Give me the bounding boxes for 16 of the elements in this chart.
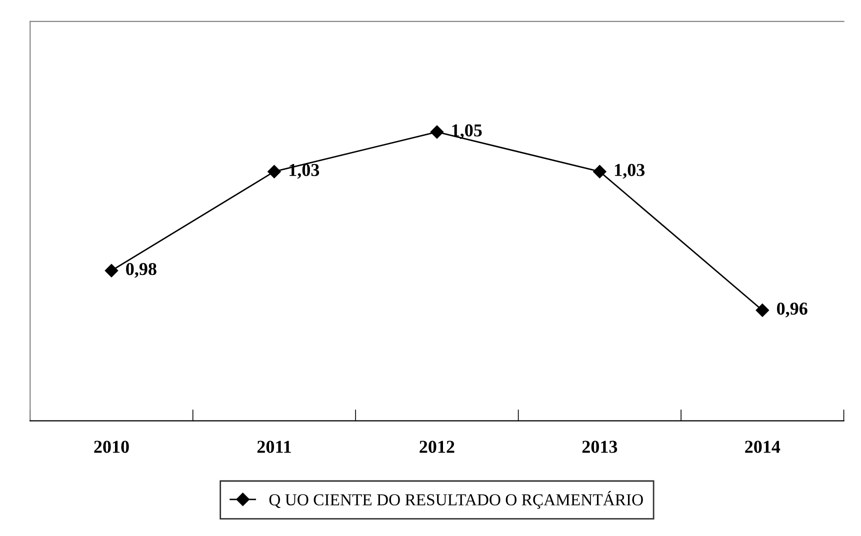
point (104, 264, 118, 278)
legend-label: Q UO CIENTE DO RESULTADO O RÇAMENTÁRIO (269, 491, 643, 509)
point (268, 164, 281, 178)
data-label: 1,05 (452, 124, 482, 140)
x-tick-label: 2014 (745, 440, 780, 453)
point (756, 304, 770, 317)
point (430, 125, 444, 139)
data-label: 0,98 (126, 262, 156, 278)
data-label: 1,03 (615, 164, 645, 179)
data-label: 1,03 (290, 164, 320, 179)
x-tick-label: 2013 (582, 440, 618, 453)
x-tick-label: 2012 (420, 440, 454, 453)
x-tick-label: 2010 (94, 440, 129, 453)
x-tick-label: 2011 (257, 440, 291, 453)
data-label: 0,96 (776, 302, 808, 318)
point (593, 164, 606, 178)
